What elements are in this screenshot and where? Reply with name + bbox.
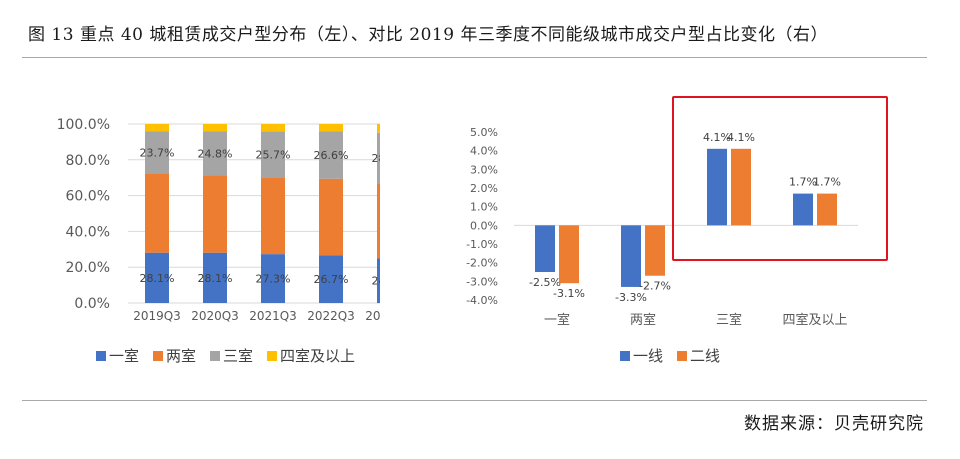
legend-label: 三室 [223,347,254,365]
bar [817,193,837,226]
legend-item: 两室 [153,345,196,366]
bottom-rule [22,400,927,401]
y-tick-label: 1.0% [470,201,498,214]
x-tick-label: 一室 [544,312,570,328]
bar-segment [203,252,227,303]
y-tick-label: -3.0% [466,275,498,288]
bar-segment [261,131,285,178]
legend-swatch [267,350,278,361]
legend-label: 两室 [166,347,197,365]
legend-swatch [677,350,688,361]
grouped-bar-chart: -4.0% -3.0% -2.0% -1.0% 0.0% 1.0% 2.0% 3.0% 4.0%… [466,126,858,328]
bar-segment [377,132,380,184]
legend-item: 二线 [677,345,720,366]
bar [645,225,665,276]
y-tick-label: 0.0% [74,296,110,312]
bar-segment [145,124,169,132]
data-label: 27.3% [256,273,291,286]
bar-segment [145,131,169,174]
bar-segment [261,124,285,132]
legend-swatch [96,350,106,361]
y-tick-label: -2.0% [466,257,498,270]
data-label: 28.1% [198,272,233,285]
data-label: 1.7% [813,176,841,189]
data-label: 24.8% [198,147,233,160]
y-tick-label: -4.0% [466,294,498,307]
source-note: 数据来源：贝壳研究院 [744,414,924,434]
bar-segment [203,124,227,132]
data-label: 24.9% [372,275,380,288]
top-rule [22,57,927,58]
y-tick-label: 2.0% [470,182,498,195]
stacked-chart-legend: 一室 两室 三室 四室及以上 [96,345,369,366]
x-tick-label: 2021Q3 [249,309,297,322]
x-tick-label: 2020Q3 [191,309,239,322]
data-label: 23.7% [140,146,175,159]
legend-swatch [210,350,221,361]
stacked-bar-chart: 0.0% 20.0% 40.0% 60.0% 80.0% 100.0% 28.1% 23.7%… [57,117,380,322]
legend-swatch [620,350,630,361]
bar-segment [145,252,169,303]
bar-segment [261,177,285,255]
data-label: 28.1% [140,272,175,285]
bar-segment [203,175,227,253]
legend-label: 二线 [690,347,721,365]
data-label: 4.1% [727,131,755,144]
data-label: 4.1% [703,131,731,144]
y-tick-label: 3.0% [470,163,498,176]
bar [535,225,555,272]
data-label: 25.7% [256,148,291,161]
y-tick-label: 100.0% [57,117,110,133]
bar-segment [145,173,169,253]
data-label: 28.2% [372,152,380,165]
data-label: -2.7% [639,280,671,293]
x-tick-label: 2019Q3 [133,309,181,322]
data-label: 26.6% [314,149,349,162]
bar [559,225,579,284]
bar [793,193,813,226]
y-tick-label: -1.0% [466,238,498,251]
y-tick-label: 80.0% [66,153,110,169]
legend-item: 三室 [210,345,253,366]
bar-segment [319,124,343,132]
legend-item: 一线 [620,345,663,366]
x-tick-label: 三室 [716,312,742,328]
y-tick-label: 60.0% [66,189,110,205]
x-tick-label: 2023Q3 [365,309,380,322]
bar [621,225,641,287]
data-label: 1.7% [789,176,817,189]
figure-title: 图 13 重点 40 城租赁成交户型分布（左）、对比 2019 年三季度不同能级… [28,25,828,45]
legend-label: 一室 [109,347,140,365]
y-tick-label: 0.0% [470,219,498,232]
bar-segment [377,183,380,259]
grouped-chart-legend: 一线 二线 [620,345,734,366]
bar-segment [377,258,380,303]
bar [707,148,727,226]
data-label: 26.7% [314,273,349,286]
data-label: -3.1% [553,287,585,300]
bar-segment [319,131,343,179]
bar-segment [261,254,285,303]
bar-segment [319,178,343,256]
highlight-box [672,96,888,261]
legend-label: 四室及以上 [280,347,356,365]
legend-label: 一线 [633,347,664,365]
legend-item: 一室 [96,345,139,366]
y-tick-label: 4.0% [470,145,498,158]
x-tick-label: 四室及以上 [782,312,847,328]
y-tick-label: 40.0% [66,224,110,240]
bar [731,148,751,226]
y-tick-label: 20.0% [66,260,110,276]
data-label: -2.5% [529,276,561,289]
bar-segment [377,124,380,133]
x-tick-label: 两室 [630,312,656,328]
bar-segment [319,255,343,303]
legend-item: 四室及以上 [267,345,355,366]
legend-swatch [153,350,164,361]
x-tick-label: 2022Q3 [307,309,355,322]
y-tick-label: 5.0% [470,126,498,139]
data-label: -3.3% [615,291,647,304]
bar-segment [203,131,227,176]
